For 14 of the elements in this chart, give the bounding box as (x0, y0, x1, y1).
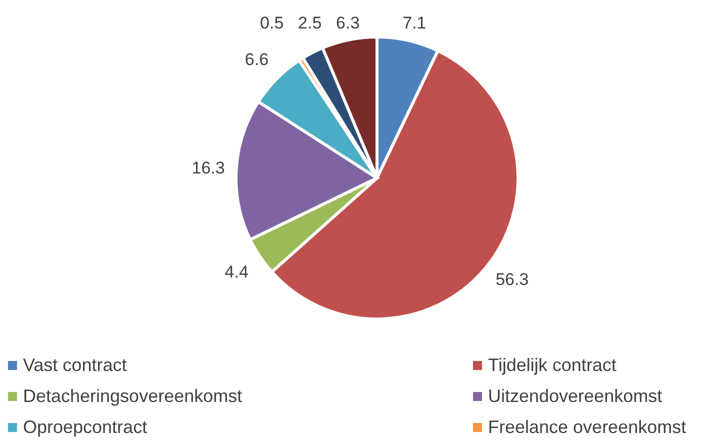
data-label: 6.6 (244, 50, 269, 69)
data-label: 2.5 (298, 14, 322, 32)
data-label: 0.5 (260, 14, 284, 32)
data-label: 56.3 (496, 270, 529, 289)
legend-label: Tijdelijk contract (488, 355, 616, 376)
legend-label: Vast contract (23, 355, 127, 376)
legend-label: Oproepcontract (23, 417, 148, 438)
data-label: 7.1 (402, 14, 426, 32)
legend-label: Detacheringsovereenkomst (23, 386, 242, 407)
legend-label: Freelance overeenkomst (488, 417, 686, 438)
data-label: 16.3 (192, 158, 225, 178)
legend-label: Uitzendovereenkomst (488, 386, 662, 407)
data-label: 4.4 (224, 262, 248, 282)
data-label: 6.3 (336, 14, 360, 32)
